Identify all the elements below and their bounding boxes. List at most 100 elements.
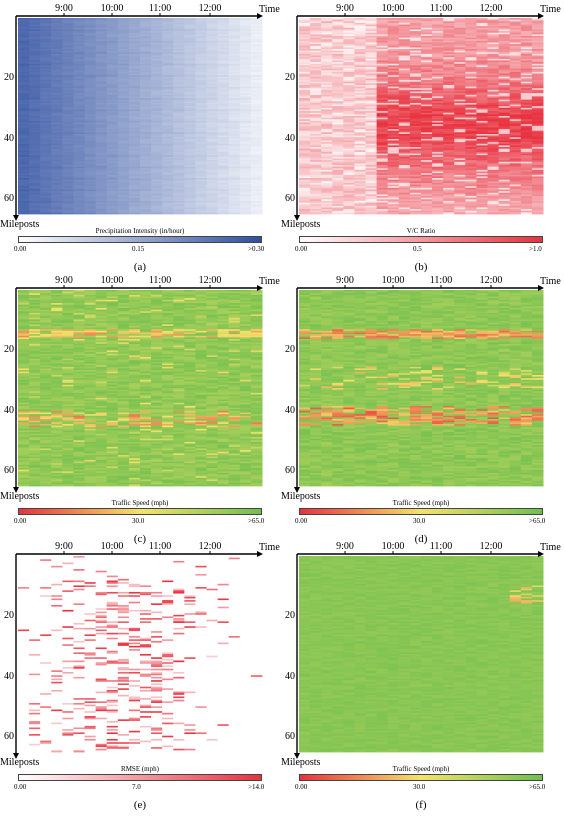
heatmap-cell bbox=[299, 86, 311, 89]
heatmap-cell bbox=[387, 137, 400, 140]
heatmap-cell bbox=[239, 21, 252, 24]
heatmap-cell bbox=[250, 57, 263, 60]
heatmap-cell bbox=[228, 67, 241, 70]
heatmap-cell bbox=[239, 31, 252, 34]
heatmap-cell bbox=[365, 49, 378, 52]
heatmap-cell bbox=[365, 21, 378, 24]
heatmap-cell bbox=[343, 53, 355, 56]
heatmap-cell bbox=[487, 78, 500, 81]
heatmap-cell bbox=[354, 207, 367, 210]
heatmap-cell bbox=[217, 145, 230, 148]
heatmap-cell bbox=[354, 199, 367, 202]
heatmap-cell bbox=[95, 39, 108, 42]
heatmap-cell bbox=[354, 58, 367, 61]
heatmap-cell bbox=[343, 89, 355, 92]
heatmap-cell bbox=[217, 151, 230, 154]
heatmap-cell bbox=[217, 60, 230, 63]
heatmap-cell bbox=[128, 173, 141, 176]
heatmap-cell bbox=[62, 163, 74, 166]
heatmap-cell bbox=[476, 52, 489, 55]
heatmap-cell bbox=[343, 210, 355, 213]
heatmap-cell bbox=[184, 132, 196, 135]
heatmap-cell bbox=[184, 71, 196, 74]
heatmap-cell bbox=[509, 53, 522, 56]
heatmap-cell bbox=[432, 50, 444, 53]
heatmap-cell bbox=[354, 50, 367, 53]
heatmap-svg bbox=[13, 13, 263, 221]
heatmap-cell bbox=[151, 112, 163, 115]
heatmap-cell bbox=[29, 207, 41, 210]
heatmap-cell bbox=[498, 169, 511, 172]
heatmap-cell bbox=[310, 106, 322, 109]
heatmap-cell bbox=[62, 19, 74, 22]
heatmap-cell bbox=[465, 86, 477, 89]
heatmap-cell bbox=[184, 124, 196, 127]
heatmap-cell bbox=[217, 156, 230, 159]
heatmap-cell bbox=[140, 47, 152, 50]
heatmap-cell bbox=[343, 140, 355, 143]
heatmap-cell bbox=[409, 142, 422, 145]
heatmap-cell bbox=[487, 178, 500, 181]
heatmap-cell bbox=[128, 71, 141, 74]
heatmap-cell bbox=[217, 58, 230, 61]
heatmap-cell bbox=[151, 50, 163, 53]
heatmap-cell bbox=[321, 22, 333, 25]
heatmap-cell bbox=[310, 89, 322, 92]
heatmap-cell bbox=[509, 84, 522, 87]
heatmap-cell bbox=[398, 45, 411, 48]
heatmap-cell bbox=[310, 57, 322, 60]
heatmap-cell bbox=[140, 179, 152, 182]
heatmap-cell bbox=[476, 182, 489, 185]
heatmap-cell bbox=[18, 179, 30, 182]
heatmap-cell bbox=[184, 168, 196, 171]
heatmap-cell bbox=[62, 202, 74, 205]
heatmap-cell bbox=[18, 120, 30, 123]
heatmap-cell bbox=[476, 80, 489, 83]
heatmap-cell bbox=[40, 18, 52, 21]
heatmap-cell bbox=[498, 111, 511, 114]
heatmap-cell bbox=[354, 68, 367, 71]
heatmap-cell bbox=[128, 171, 141, 174]
heatmap-cell bbox=[173, 65, 185, 68]
heatmap-cell bbox=[228, 83, 241, 86]
heatmap-cell bbox=[62, 70, 74, 73]
heatmap-cell bbox=[421, 63, 433, 66]
heatmap-cell bbox=[421, 163, 433, 166]
heatmap-cell bbox=[217, 192, 230, 195]
heatmap-cell bbox=[432, 202, 444, 205]
heatmap-cell bbox=[106, 138, 119, 141]
heatmap-cell bbox=[128, 99, 141, 102]
heatmap-cell bbox=[228, 98, 241, 101]
heatmap-cell bbox=[51, 135, 63, 138]
heatmap-cell bbox=[476, 192, 489, 195]
heatmap-cell bbox=[332, 156, 344, 159]
heatmap-cell bbox=[454, 138, 466, 141]
heatmap-cell bbox=[228, 191, 241, 194]
heatmap-cell bbox=[321, 42, 333, 45]
heatmap-cell bbox=[106, 122, 119, 125]
heatmap-cell bbox=[498, 32, 511, 35]
heatmap-cell bbox=[239, 111, 252, 114]
heatmap-cell bbox=[228, 187, 241, 190]
heatmap-cell bbox=[443, 204, 455, 207]
heatmap-cell bbox=[217, 133, 230, 136]
heatmap-cell bbox=[217, 114, 230, 117]
heatmap-cell bbox=[18, 50, 30, 53]
heatmap-cell bbox=[443, 83, 455, 86]
heatmap-cell bbox=[106, 39, 119, 42]
heatmap-cell bbox=[162, 125, 174, 128]
heatmap-cell bbox=[299, 120, 311, 123]
heatmap-cell bbox=[498, 160, 511, 163]
heatmap-cell bbox=[140, 120, 152, 123]
heatmap-cell bbox=[465, 151, 477, 154]
heatmap-cell bbox=[398, 161, 411, 164]
heatmap-cell bbox=[487, 102, 500, 105]
heatmap-cell bbox=[173, 117, 185, 120]
heatmap-cell bbox=[29, 111, 41, 114]
heatmap-cell bbox=[310, 122, 322, 125]
heatmap-cell bbox=[217, 57, 230, 60]
heatmap-cell bbox=[239, 209, 252, 212]
heatmap-cell bbox=[184, 32, 196, 35]
heatmap-cell bbox=[443, 65, 455, 68]
heatmap-cell bbox=[173, 196, 185, 199]
